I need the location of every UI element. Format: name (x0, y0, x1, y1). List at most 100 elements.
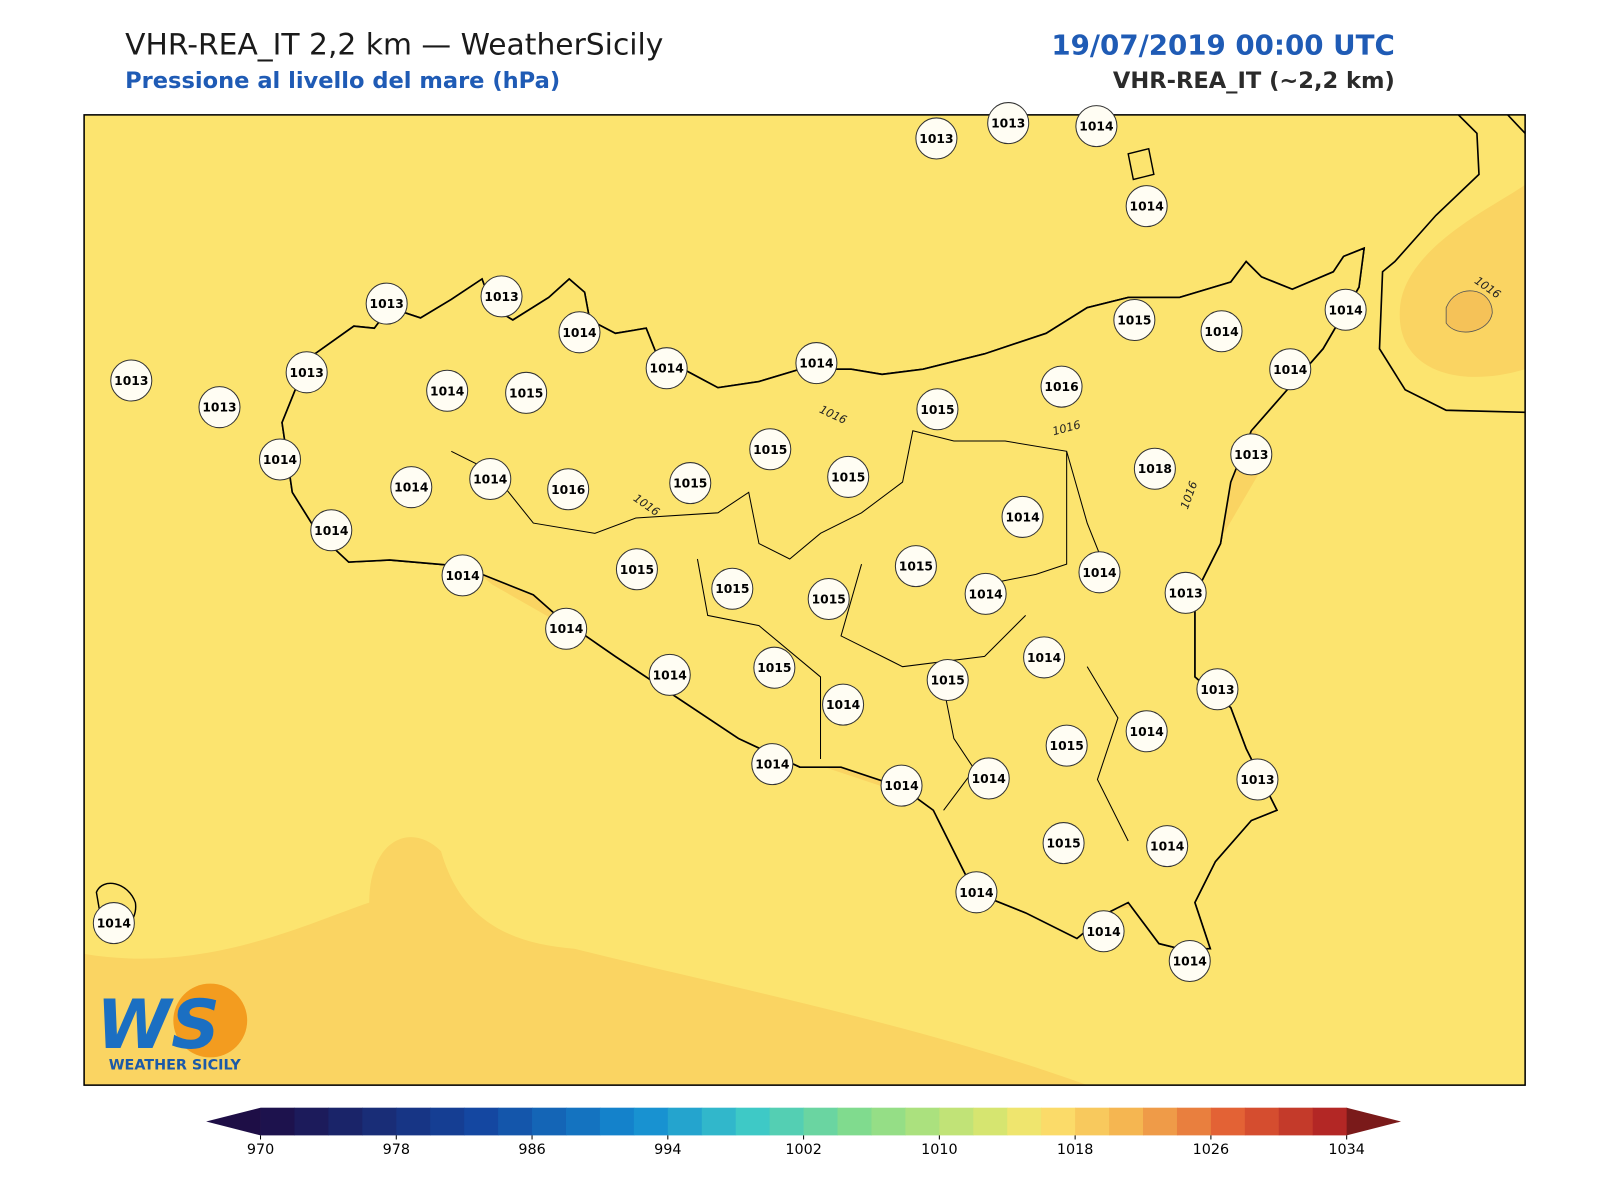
colorbar: 970 978 986 994 1002 1010 1018 1026 1034 (206, 1107, 1402, 1158)
station-marker (807, 577, 850, 620)
station-value: 1015 (753, 443, 787, 457)
colorbar-cell (1109, 1107, 1144, 1136)
aeolian-island (1127, 147, 1155, 181)
station-marker (1042, 822, 1085, 865)
station-marker (545, 607, 588, 650)
station-marker (669, 462, 712, 505)
station-marker (753, 646, 796, 689)
station-value: 1014 (1079, 120, 1113, 134)
station-marker (1040, 365, 1083, 408)
station-marker (751, 743, 794, 786)
logo: WS WEATHER SICILY (96, 983, 248, 1074)
station-marker (441, 554, 484, 597)
model: VHR-REA_IT (~2,2 km) (1113, 68, 1395, 94)
station-value: 1014 (969, 587, 1003, 601)
station-value: 1014 (826, 698, 860, 712)
pressure-area (1399, 184, 1526, 377)
pressure-area (84, 837, 1088, 1086)
station-marker (1045, 724, 1088, 767)
station-marker (469, 457, 512, 500)
station-marker (1196, 668, 1239, 711)
colorbar-cell (1312, 1107, 1348, 1136)
station-marker (1324, 288, 1367, 331)
station-value: 1014 (1082, 566, 1116, 580)
station-value: 1015 (620, 563, 654, 577)
colorbar-cell (396, 1107, 431, 1136)
station-marker (258, 438, 302, 481)
station-value: 1014 (1329, 303, 1363, 317)
colorbar-extend-low (206, 1107, 261, 1136)
station-value: 1018 (1138, 462, 1172, 476)
colorbar-tick-label: 1026 (1193, 1142, 1230, 1158)
station-marker (1236, 758, 1279, 801)
station-marker (648, 653, 691, 696)
colorbar-cell (1075, 1107, 1110, 1136)
station-value: 1014 (1173, 955, 1207, 969)
colorbar-cell (939, 1107, 974, 1136)
station-marker (880, 764, 923, 807)
station-value: 1014 (1204, 325, 1238, 339)
colorbar-tick-label: 970 (247, 1142, 274, 1158)
station-value: 1014 (755, 758, 789, 772)
station-value: 1013 (991, 117, 1025, 131)
station-value: 1015 (757, 661, 791, 675)
colorbar-extend-high (1346, 1107, 1402, 1136)
station-marker (615, 548, 658, 591)
station-value: 1015 (673, 477, 707, 491)
station-marker (365, 282, 408, 325)
station-value: 1014 (1086, 925, 1120, 939)
colorbar-cell (905, 1107, 940, 1136)
colorbar-cell (1244, 1107, 1280, 1136)
station-value: 1014 (1005, 510, 1039, 524)
station-value: 1014 (263, 453, 297, 467)
station-value: 1015 (715, 582, 749, 596)
station-marker (558, 311, 601, 354)
station-marker (987, 102, 1030, 145)
station-marker (711, 567, 754, 610)
colorbar-cell (973, 1107, 1008, 1136)
station-value: 1014 (430, 384, 464, 398)
colorbar-cell (1176, 1107, 1212, 1136)
station-marker (1113, 298, 1156, 342)
colorbar-cell (803, 1107, 839, 1136)
station-marker (1168, 940, 1211, 983)
colorbar-cell (1041, 1107, 1076, 1136)
colorbar-cell (1007, 1107, 1042, 1136)
station-marker (1125, 185, 1168, 228)
logo-mark: WS (96, 985, 219, 1064)
station-marker (198, 386, 241, 429)
station-value: 1014 (1130, 200, 1164, 214)
station-value: 1014 (394, 481, 428, 495)
subtitle: Pressione al livello del mare (hPa) (125, 68, 560, 94)
colorbar-cell (1278, 1107, 1314, 1136)
colorbar-cell (294, 1107, 329, 1136)
colorbar-tick-label: 978 (383, 1142, 410, 1158)
station-value: 1013 (1234, 448, 1268, 462)
colorbar-cell (464, 1107, 499, 1136)
station-value: 1015 (1117, 314, 1151, 328)
station-marker (1075, 105, 1118, 148)
station-marker (1001, 495, 1044, 538)
station-marker (480, 275, 523, 318)
colorbar-cell (769, 1107, 805, 1136)
colorbar-cell (837, 1107, 872, 1136)
station-value: 1014 (562, 326, 596, 340)
colorbar-cell (667, 1107, 703, 1136)
station-value: 1013 (114, 374, 148, 388)
datetime: 19/07/2019 00:00 UTC (1051, 28, 1394, 61)
station-value: 1015 (812, 593, 846, 607)
colorbar-cell (701, 1107, 737, 1136)
station-marker (1125, 710, 1168, 753)
station-value: 1014 (473, 473, 507, 487)
station-marker (1230, 433, 1273, 476)
station-marker (390, 466, 433, 509)
station-marker (505, 371, 548, 414)
station-marker (547, 468, 590, 511)
station-value: 1013 (202, 401, 236, 415)
station-value: 1013 (1169, 586, 1203, 600)
station-value: 1014 (549, 622, 583, 636)
colorbar-cell (1143, 1107, 1178, 1136)
station-marker (964, 572, 1007, 615)
